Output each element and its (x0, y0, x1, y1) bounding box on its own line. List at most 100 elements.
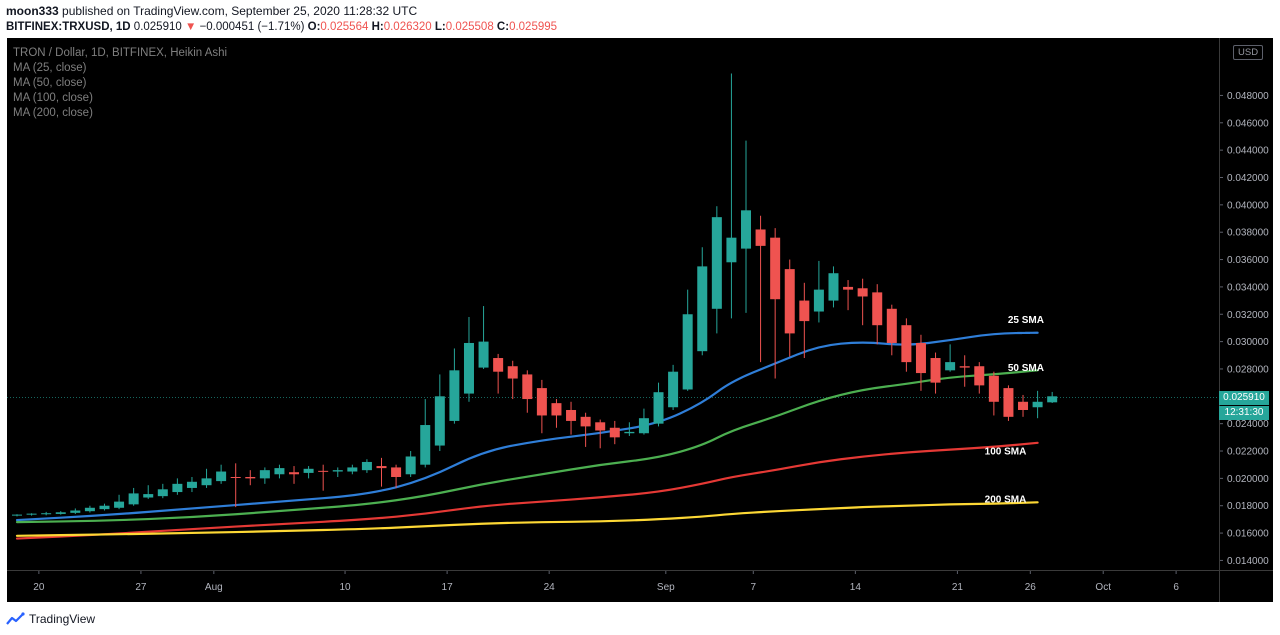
high-label: H: (371, 21, 384, 33)
candle-body (741, 210, 751, 249)
candle-body (551, 403, 562, 416)
candle-body (536, 388, 547, 416)
y-tick-label: 0.014000 (1227, 556, 1269, 567)
candle-body (857, 288, 868, 297)
chart-legend: TRON / Dollar, 1D, BITFINEX, Heikin Ashi… (13, 46, 227, 121)
candle-body (405, 456, 416, 475)
legend-ma25[interactable]: MA (25, close) (13, 62, 87, 74)
candle-body (201, 478, 212, 486)
candle-body (332, 470, 343, 472)
x-tick-label: 7 (751, 582, 757, 593)
legend-ma100[interactable]: MA (100, close) (13, 92, 93, 104)
candle-body (522, 374, 533, 400)
candle-body (172, 483, 183, 493)
candle-body (799, 300, 810, 322)
sma-line-2 (15, 369, 1039, 524)
candle-body (376, 466, 387, 469)
sma-label: 50 SMA (1008, 363, 1044, 374)
y-tick-label: 0.020000 (1227, 474, 1269, 485)
price-change: −0.000451 (−1.71%) (199, 21, 305, 33)
y-tick-label: 0.032000 (1227, 310, 1269, 321)
candle-body (609, 427, 620, 438)
x-tick-label: 20 (33, 582, 45, 593)
candle-body (726, 237, 737, 263)
author-name[interactable]: moon333 (6, 4, 59, 18)
candle-body (478, 341, 489, 368)
y-tick-label: 0.024000 (1227, 419, 1269, 430)
candle-body (12, 514, 22, 516)
candle-body (493, 358, 504, 372)
candle-body (303, 468, 314, 473)
candle-body (128, 493, 139, 505)
sma-line-3 (15, 441, 1039, 540)
y-tick-label: 0.040000 (1227, 200, 1269, 211)
y-tick-label: 0.018000 (1227, 501, 1269, 512)
candle-body (463, 342, 474, 394)
candle-body (449, 370, 460, 421)
chart-area[interactable]: 0.014000 0.016000 0.018000 0.020000 0.022000… (7, 38, 1273, 602)
candle-body (1032, 401, 1043, 408)
publish-info: moon333 published on TradingView.com, Se… (6, 4, 417, 18)
time-axis-border (7, 570, 1273, 571)
candle-body (216, 471, 227, 482)
y-tick-label: 0.044000 (1227, 146, 1269, 157)
candle-body (813, 289, 824, 312)
candle-body (901, 325, 912, 363)
candle-body (930, 358, 941, 383)
candle-body (245, 477, 256, 479)
x-tick-label: Sep (657, 582, 675, 593)
open-label: O: (307, 21, 321, 33)
y-tick-label: 0.048000 (1227, 91, 1269, 102)
x-tick-label: 24 (544, 582, 556, 593)
candle-body (507, 366, 518, 379)
last-price-tag: 0.025910 (1219, 390, 1269, 405)
candle-body (828, 273, 839, 301)
candle-body (114, 501, 125, 508)
x-tick-label: 10 (339, 582, 351, 593)
candle-body (1018, 401, 1029, 410)
bar-countdown-tag: 12:31:30 (1219, 405, 1269, 420)
y-tick-label: 0.046000 (1227, 118, 1269, 129)
publish-text: published on TradingView.com, September … (58, 4, 418, 18)
y-tick-label: 0.028000 (1227, 364, 1269, 375)
legend-ma50[interactable]: MA (50, close) (13, 77, 87, 89)
candle-body (945, 362, 956, 371)
candle-body (41, 513, 52, 515)
candle-body (711, 217, 722, 309)
candle-body (186, 481, 197, 488)
price-chart[interactable]: 0.014000 0.016000 0.018000 0.020000 0.022000… (7, 38, 1273, 602)
candle-body (391, 467, 402, 478)
candle-body (755, 229, 766, 246)
candle-body (682, 314, 693, 390)
symbol-label: BITFINEX:TRXUSD, 1D (6, 21, 131, 33)
candle-body (318, 470, 329, 472)
candle-body (915, 342, 926, 374)
last-price: 0.025910 (133, 21, 182, 33)
candle-body (55, 512, 66, 514)
candle-body (70, 510, 81, 513)
x-tick-label: 21 (952, 582, 964, 593)
candle-body (697, 266, 708, 352)
candle-body (143, 494, 154, 498)
candle-body (361, 461, 372, 471)
sma-line-1 (15, 331, 1039, 522)
candle-body (988, 375, 999, 402)
candle-body (886, 308, 897, 343)
close-value: 0.025995 (509, 21, 558, 33)
candle-body (1047, 396, 1058, 403)
legend-ma200[interactable]: MA (200, close) (13, 107, 93, 119)
currency-badge[interactable]: USD (1233, 45, 1264, 60)
tradingview-logo-icon (6, 612, 26, 626)
x-tick-label: 14 (850, 582, 862, 593)
high-value: 0.026320 (383, 21, 432, 33)
y-tick-label: 0.034000 (1227, 282, 1269, 293)
x-tick-label: 26 (1025, 582, 1037, 593)
legend-title[interactable]: TRON / Dollar, 1D, BITFINEX, Heikin Ashi (13, 47, 228, 59)
candle-body (624, 431, 635, 434)
x-tick-label: 6 (1173, 582, 1179, 593)
brand-name: TradingView (29, 612, 96, 626)
sma-label: 100 SMA (985, 446, 1027, 457)
footer-brand[interactable]: TradingView (6, 609, 95, 629)
y-tick-label: 0.022000 (1227, 447, 1269, 458)
y-tick-label: 0.036000 (1227, 255, 1269, 266)
